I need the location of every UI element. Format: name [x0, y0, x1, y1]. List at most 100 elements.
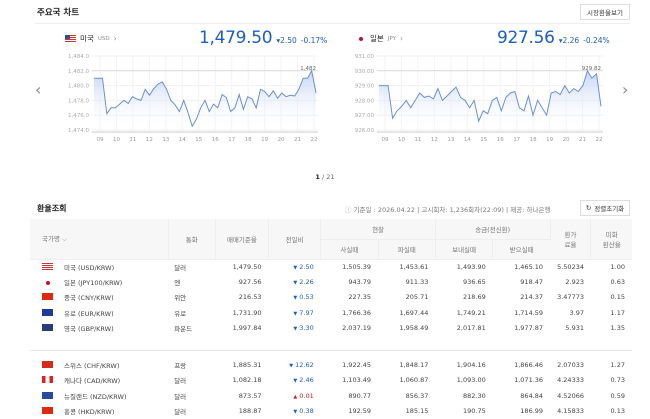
table-row[interactable]: 미국 (USD/KRW) 달러 1,479.50 ▼ 2.50 1,505.39… — [30, 259, 632, 274]
country-name[interactable]: 스위스 (CHF/KRW) — [64, 362, 120, 371]
country-name[interactable]: 일본 (JPY100/KRW) — [64, 278, 123, 287]
divider — [35, 23, 630, 24]
jpy-chart[interactable]: 926.00 927.00 928.00 929.00 930.00 931.00 09 10… — [345, 50, 610, 150]
country-name[interactable]: 홍콩 (HKD/KRW) — [64, 408, 115, 417]
cash-buy: 1,103.49 — [342, 376, 372, 385]
wire-send: 2,017.81 — [456, 323, 486, 332]
diff: ▼ 2.26 — [269, 274, 321, 289]
col-diff: 전일비 — [268, 219, 322, 260]
diff: ▼ 12.62 — [269, 357, 321, 372]
diff: ▼ 2.50 — [269, 259, 321, 274]
country-cell[interactable]: 미국 (USD/KRW) — [30, 259, 168, 274]
reset-sort-button[interactable]: ↻ 정렬초기화 — [580, 200, 630, 216]
country-cell[interactable]: 영국 (GBP/KRW) — [30, 320, 168, 335]
x-tick-label: 20 — [278, 137, 285, 143]
cash-buy: 192.59 — [348, 407, 372, 416]
wire-recv: 1,714.59 — [514, 308, 544, 317]
x-tick-label: 14 — [179, 137, 186, 143]
x-tick-label: 21 — [579, 137, 586, 143]
ch-flag-icon — [42, 361, 58, 370]
table-row[interactable]: 일본 (JPY100/KRW) 엔 927.56 ▼ 2.26 943.79 9… — [30, 274, 632, 289]
chart-usd-link[interactable]: 미국 USD › — [65, 33, 117, 44]
x-tick-label: 12 — [146, 137, 153, 143]
country-name[interactable]: 영국 (GBP/KRW) — [64, 324, 114, 333]
fee-rate: 4.24333 — [557, 376, 584, 385]
fee-rate: 4.15833 — [557, 407, 584, 416]
country-name[interactable]: 유로 (EUR/KRW) — [64, 309, 114, 318]
country-cell[interactable]: 홍콩 (HKD/KRW) — [30, 403, 168, 418]
country-cell[interactable]: 뉴질랜드 (NZD/KRW) — [30, 388, 168, 403]
diff-value: 12.62 — [295, 361, 314, 370]
notice-round: 고시회차: 1,236회차(22:09) — [421, 206, 504, 214]
usd-ratio: 1.17 — [610, 308, 625, 317]
chevron-right-icon[interactable]: › — [622, 80, 629, 99]
x-tick-label: 11 — [129, 137, 136, 143]
table-row[interactable]: 영국 (GBP/KRW) 파운드 1,997.84 ▼ 3.30 2,037.1… — [30, 320, 632, 335]
gb-flag-icon — [42, 323, 58, 333]
x-tick-label: 17 — [228, 137, 235, 143]
table-row[interactable]: 유로 (EUR/KRW) 유로 1,731.90 ▼ 7.97 1,766.36… — [30, 305, 632, 320]
table-row[interactable]: 캐나다 (CAD/KRW) 달러 1,082.18 ▼ 2.46 1,103.4… — [30, 373, 632, 388]
usd-change-value: 2.50 — [280, 36, 297, 45]
page-total: / 21 — [322, 173, 335, 181]
x-tick-label: 13 — [447, 137, 454, 143]
country-name[interactable]: 미국 (USD/KRW) — [64, 263, 115, 272]
usd-chart[interactable]: 1,474.0 1,476.0 1,478.0 1,480.0 1,482.0 1,484… — [60, 50, 325, 150]
usd-change: ▾2.50 — [276, 36, 297, 45]
table-row[interactable]: 홍콩 (HKD/KRW) 달러 188.87 ▼ 0.38 192.59 185… — [30, 403, 632, 418]
reference-label: 929.82 — [582, 66, 601, 72]
us-flag-icon — [42, 262, 58, 272]
col-currency: 통화 — [168, 219, 216, 260]
country-name[interactable]: 중국 (CNY/KRW) — [64, 294, 114, 303]
wire-recv: 214.37 — [520, 293, 544, 302]
series-area — [379, 70, 601, 130]
country-cell[interactable]: 캐나다 (CAD/KRW) — [30, 373, 168, 388]
col-wire-send: 보내실때 — [435, 239, 494, 260]
chevron-right-icon: › — [113, 34, 117, 43]
x-tick-label: 16 — [212, 137, 219, 143]
base-rate: 188.87 — [238, 407, 262, 416]
diff-value: 0.01 — [299, 391, 314, 400]
y-tick-label: 1,478.0 — [68, 98, 89, 104]
y-tick-label: 930.00 — [355, 69, 375, 75]
table-row[interactable]: 스위스 (CHF/KRW) 프랑 1,885.31 ▼ 12.62 1,922.… — [30, 357, 632, 372]
jp-flag-icon — [355, 36, 366, 41]
col-usd-ratio: 미화 환산율 — [590, 219, 632, 260]
cash-buy: 1,922.45 — [342, 361, 372, 370]
chevron-left-icon[interactable]: ‹ — [35, 80, 42, 99]
wire-send: 1,904.16 — [456, 361, 486, 370]
wire-send: 1,493.90 — [456, 262, 486, 271]
x-tick-label: 15 — [480, 137, 487, 143]
col-country[interactable]: 국가명 ⌵ — [30, 219, 169, 260]
diff: ▼ 7.97 — [269, 305, 321, 320]
currency: 달러 — [174, 377, 187, 386]
y-tick-label: 929.00 — [355, 84, 375, 90]
x-tick-label: 19 — [546, 137, 553, 143]
cash-buy: 890.77 — [348, 391, 372, 400]
cash-sell: 185.15 — [405, 407, 429, 416]
market-rate-button[interactable]: 시장환율보기 — [580, 4, 630, 20]
reset-sort-label: 정렬초기화 — [594, 205, 625, 213]
cash-buy: 943.79 — [348, 277, 372, 286]
wire-send: 882.30 — [462, 391, 486, 400]
wire-send: 1,093.00 — [456, 376, 486, 385]
page-current: 1 — [315, 173, 320, 181]
table-row[interactable]: 중국 (CNY/KRW) 위안 216.53 ▼ 0.53 227.35 205… — [30, 290, 632, 305]
x-tick-label: 12 — [431, 137, 438, 143]
x-tick-label: 17 — [513, 137, 520, 143]
country-name: 미국 — [80, 34, 94, 43]
x-tick-label: 13 — [162, 137, 169, 143]
arrow-down-icon: ▼ — [293, 279, 298, 286]
country-cell[interactable]: 유로 (EUR/KRW) — [30, 305, 168, 320]
table-row[interactable]: 뉴질랜드 (NZD/KRW) 달러 873.57 ▲ 0.01 890.77 8… — [30, 388, 632, 403]
x-tick-label: 14 — [464, 137, 471, 143]
country-cell[interactable]: 스위스 (CHF/KRW) — [30, 357, 168, 372]
country-name[interactable]: 캐나다 (CAD/KRW) — [64, 377, 121, 386]
base-rate: 927.56 — [238, 277, 262, 286]
country-cell[interactable]: 중국 (CNY/KRW) — [30, 290, 168, 305]
usd-price: 1,479.50 — [199, 28, 273, 48]
fee-rate: 3.97 — [569, 308, 584, 317]
country-name[interactable]: 뉴질랜드 (NZD/KRW) — [64, 392, 127, 401]
chart-jpy-link[interactable]: 일본 JPY › — [355, 33, 403, 44]
country-cell[interactable]: 일본 (JPY100/KRW) — [30, 274, 168, 289]
